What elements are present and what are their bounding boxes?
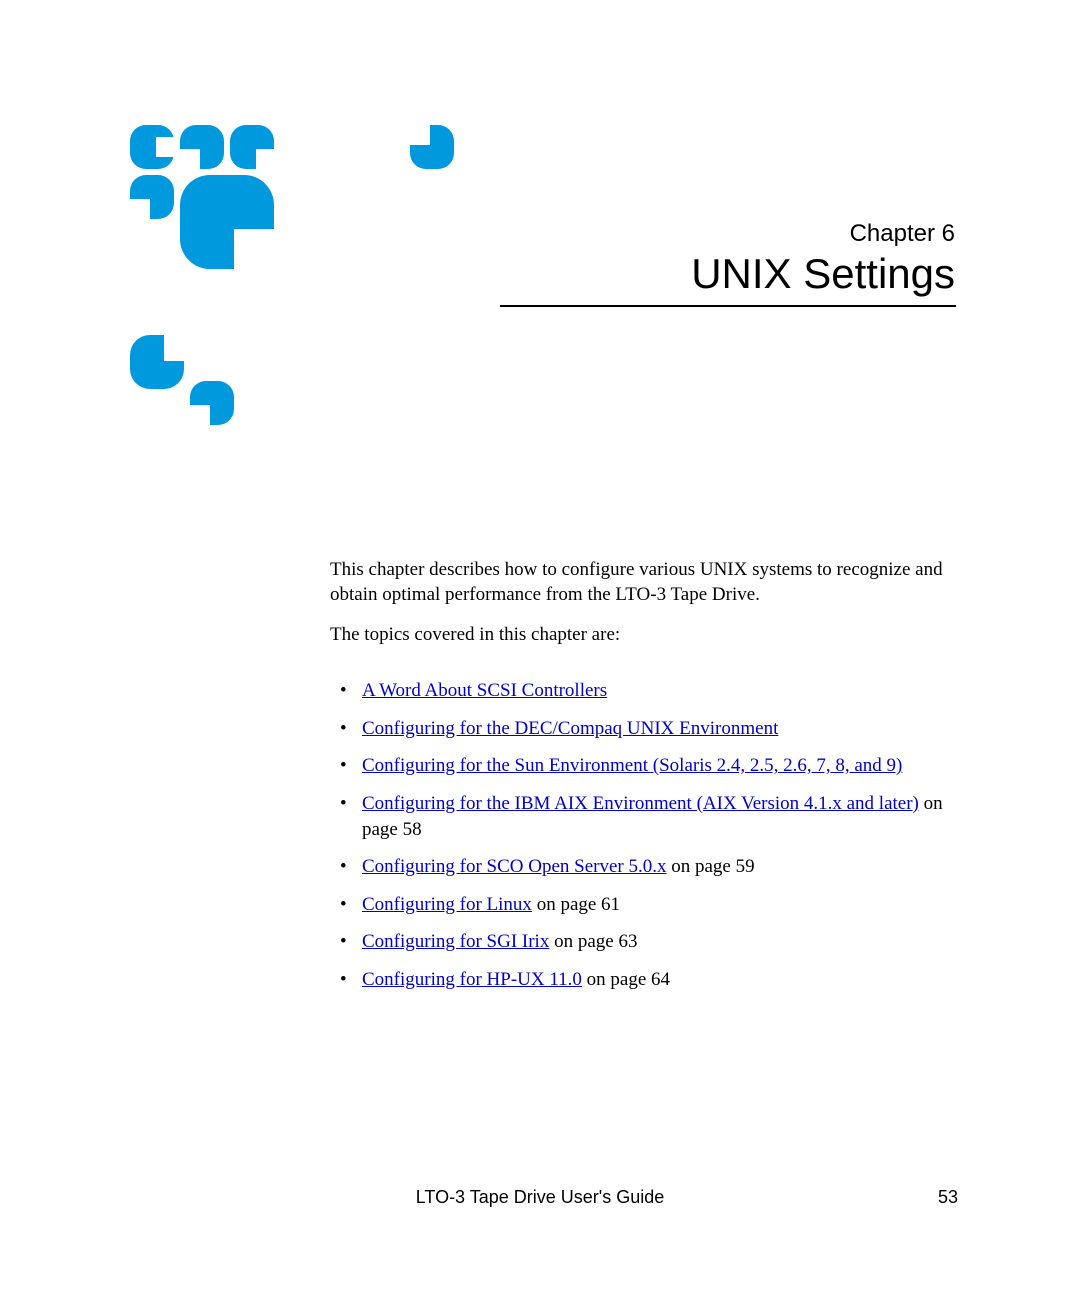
topic-link[interactable]: Configuring for the Sun Environment (Sol…	[362, 755, 902, 776]
topic-link[interactable]: Configuring for SGI Irix	[362, 931, 549, 952]
topic-suffix: on page 59	[667, 856, 755, 877]
topic-item: Configuring for SCO Open Server 5.0.x on…	[330, 854, 955, 880]
topic-suffix: on page 63	[549, 931, 637, 952]
topic-link[interactable]: Configuring for Linux	[362, 894, 532, 915]
topic-item: Configuring for the DEC/Compaq UNIX Envi…	[330, 716, 955, 742]
title-rule	[500, 305, 956, 307]
intro-paragraph-2: The topics covered in this chapter are:	[330, 623, 955, 648]
topic-item: Configuring for Linux on page 61	[330, 892, 955, 918]
topic-link[interactable]: Configuring for HP-UX 11.0	[362, 969, 582, 990]
topic-item: Configuring for SGI Irix on page 63	[330, 929, 955, 955]
intro-paragraph-1: This chapter describes how to configure …	[330, 558, 955, 607]
page: Chapter 6 UNIX Settings This chapter des…	[0, 0, 1080, 1296]
topic-item: Configuring for HP-UX 11.0 on page 64	[330, 967, 955, 993]
topic-item: Configuring for the Sun Environment (Sol…	[330, 753, 955, 779]
topic-link[interactable]: Configuring for SCO Open Server 5.0.x	[362, 856, 667, 877]
topic-link[interactable]: A Word About SCSI Controllers	[362, 680, 607, 701]
topic-link[interactable]: Configuring for the DEC/Compaq UNIX Envi…	[362, 718, 778, 739]
intro-text: This chapter describes how to configure …	[330, 558, 955, 664]
topic-suffix: on page 64	[582, 969, 670, 990]
topic-suffix: on page 61	[532, 894, 620, 915]
chapter-label: Chapter 6	[500, 220, 955, 248]
topic-link[interactable]: Configuring for the IBM AIX Environment …	[362, 793, 919, 814]
footer-doc-title: LTO-3 Tape Drive User's Guide	[0, 1187, 1080, 1208]
footer-page-number: 53	[938, 1187, 958, 1208]
topic-item: A Word About SCSI Controllers	[330, 678, 955, 704]
topic-item: Configuring for the IBM AIX Environment …	[330, 791, 955, 842]
chapter-title: UNIX Settings	[500, 250, 955, 298]
topics-list: A Word About SCSI Controllers Configurin…	[330, 678, 955, 1005]
chapter-graphic	[130, 125, 470, 465]
